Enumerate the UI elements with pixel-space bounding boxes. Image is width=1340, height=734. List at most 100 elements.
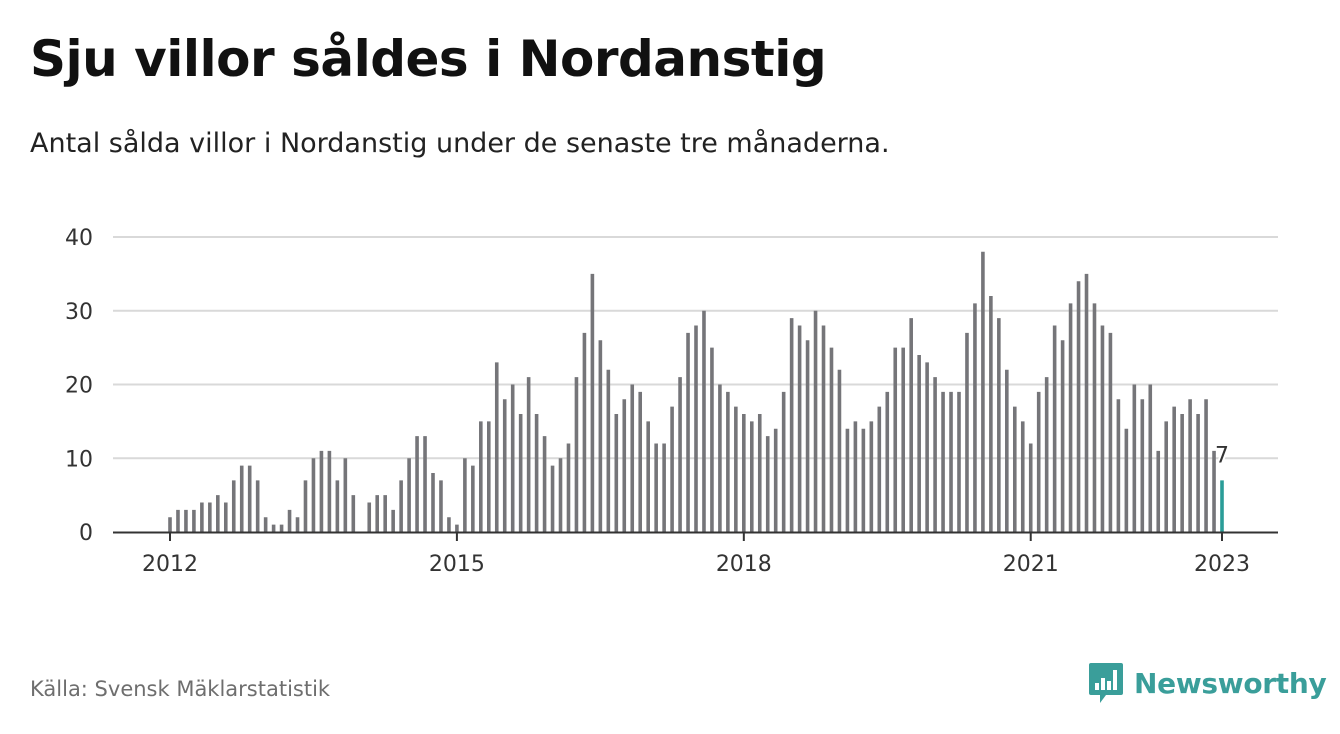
x-tick-label: 2012	[142, 552, 198, 577]
bar	[829, 347, 834, 532]
bar	[223, 502, 228, 532]
bar	[423, 436, 427, 532]
bar	[415, 436, 419, 532]
bar	[574, 377, 579, 532]
bar	[471, 465, 475, 532]
bar	[925, 362, 929, 532]
x-tick-label: 2018	[716, 552, 772, 577]
bar	[176, 509, 180, 532]
bar	[216, 495, 220, 532]
bar	[247, 465, 252, 532]
bar	[957, 391, 961, 532]
bar	[1108, 332, 1113, 532]
bar	[375, 495, 380, 532]
bar	[463, 458, 467, 532]
chart-subtitle: Antal sålda villor i Nordanstig under de…	[30, 128, 890, 159]
bar	[1005, 369, 1009, 532]
bar	[805, 340, 810, 532]
y-tick-label: 10	[65, 447, 93, 472]
bar	[1052, 325, 1057, 532]
bar	[1084, 273, 1089, 532]
bar	[168, 517, 172, 532]
x-tick-label: 2015	[429, 552, 485, 577]
bar	[917, 355, 921, 532]
bar	[303, 480, 308, 532]
bar	[1100, 325, 1105, 532]
bar	[789, 318, 794, 532]
bar	[1124, 428, 1129, 532]
bar	[630, 384, 635, 532]
bar	[734, 406, 738, 532]
bar-chart-speech-bubble-icon	[1089, 663, 1123, 703]
bar	[861, 428, 866, 532]
bar	[869, 421, 874, 532]
bar	[718, 384, 722, 532]
bar	[455, 524, 459, 532]
bar	[1180, 414, 1184, 532]
bar	[702, 310, 706, 532]
bar	[239, 465, 244, 532]
source-note: Källa: Svensk Mäklarstatistik	[30, 677, 331, 701]
bar	[479, 421, 483, 532]
brand-name: Newsworthy	[1134, 666, 1327, 700]
y-tick-label: 30	[65, 300, 93, 325]
bar	[1148, 384, 1153, 532]
bar	[765, 436, 770, 532]
bar	[1068, 303, 1073, 532]
bar	[1012, 406, 1017, 532]
bar	[1060, 340, 1065, 532]
bar	[1188, 399, 1192, 532]
bar	[494, 362, 499, 532]
y-tick-label: 40	[65, 226, 93, 251]
bar	[526, 377, 531, 532]
bar	[678, 377, 682, 532]
bar	[431, 473, 435, 532]
bar	[534, 414, 539, 532]
bar	[391, 509, 395, 532]
bar	[510, 384, 515, 532]
bar	[1036, 391, 1041, 532]
bar	[654, 443, 658, 532]
bar	[1196, 414, 1200, 532]
bar	[271, 524, 276, 532]
bar	[662, 443, 666, 532]
bar	[845, 428, 850, 532]
newsworthy-logo: Newsworthy	[1088, 661, 1327, 705]
bar	[997, 318, 1001, 532]
bar	[749, 421, 754, 532]
bar	[192, 509, 196, 532]
bar	[1092, 303, 1097, 532]
bar	[1116, 399, 1121, 532]
data-label-latest: 7	[1215, 443, 1229, 468]
bar	[893, 347, 898, 532]
bar	[965, 332, 969, 532]
bar	[877, 406, 882, 532]
chart-title: Sju villor såldes i Nordanstig	[30, 30, 827, 88]
bar	[383, 495, 387, 532]
bar	[686, 332, 690, 532]
bar	[399, 480, 403, 532]
bar	[973, 303, 977, 532]
bar	[638, 391, 643, 532]
bar	[757, 414, 762, 532]
bar	[1076, 281, 1081, 532]
bar	[1172, 406, 1176, 532]
bar-latest	[1220, 480, 1224, 532]
bar	[1204, 399, 1208, 532]
x-axis	[113, 531, 1278, 541]
bar	[343, 458, 348, 532]
bar	[1212, 450, 1216, 532]
x-tick-label: 2023	[1194, 552, 1250, 577]
bar	[502, 399, 507, 532]
bar	[231, 480, 236, 532]
bar	[614, 414, 619, 532]
bar	[773, 428, 778, 532]
bar	[1020, 421, 1025, 532]
bar	[295, 517, 300, 532]
bar	[550, 465, 555, 532]
bar	[797, 325, 802, 532]
bar	[981, 251, 985, 532]
bar	[1028, 443, 1033, 532]
bars	[168, 251, 1224, 532]
bar	[447, 517, 451, 532]
